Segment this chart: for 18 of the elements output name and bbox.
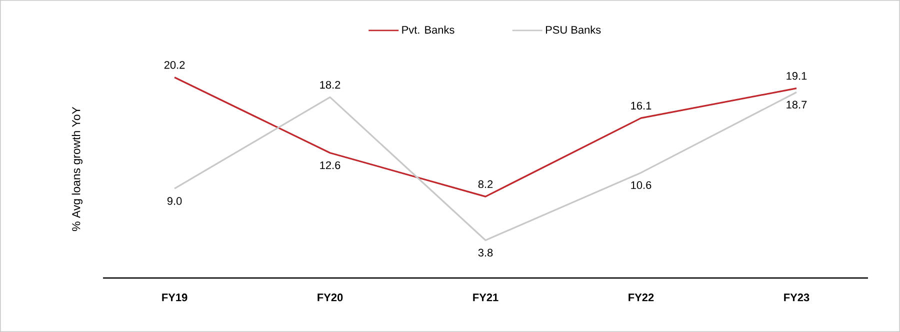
data-label: 12.6 bbox=[320, 161, 340, 170]
x-tick-label: FY21 bbox=[473, 294, 498, 302]
x-tick-label: FY22 bbox=[628, 294, 654, 302]
data-label: 18.2 bbox=[320, 80, 340, 89]
data-label: 9.0 bbox=[167, 197, 182, 205]
legend-label: Pvt. Banks bbox=[402, 26, 454, 34]
y-axis-title: % Avg loans growth YoY bbox=[72, 106, 82, 232]
x-tick-label: FY20 bbox=[318, 294, 343, 302]
data-label: 16.1 bbox=[631, 102, 652, 110]
data-label: 8.2 bbox=[478, 180, 493, 188]
x-tick-label: FY23 bbox=[784, 294, 810, 302]
data-label: 10.6 bbox=[631, 181, 652, 189]
data-label: 19.1 bbox=[786, 72, 807, 80]
legend-label: PSU Banks bbox=[546, 26, 601, 34]
x-tick-label: FY19 bbox=[162, 294, 188, 302]
data-label: 3.8 bbox=[478, 248, 493, 257]
data-label: 20.2 bbox=[164, 61, 185, 69]
data-label: 18.7 bbox=[786, 100, 807, 109]
